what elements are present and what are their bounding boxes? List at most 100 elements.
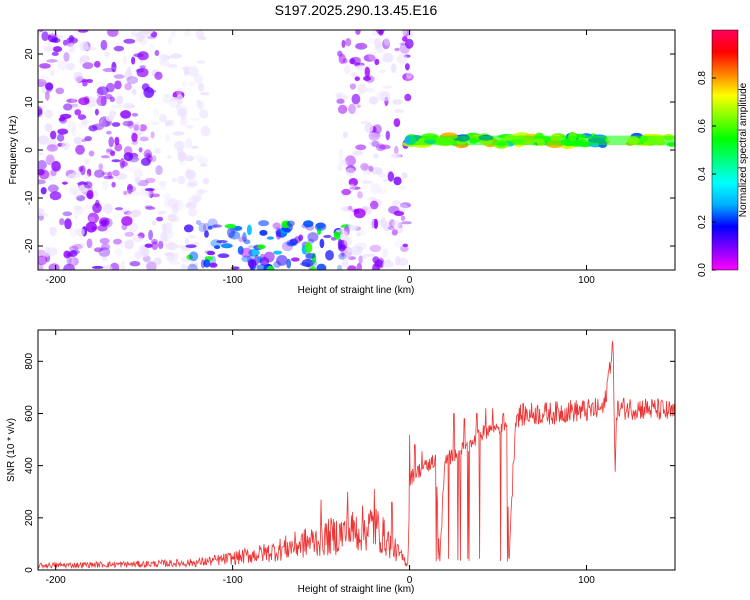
spectrogram-cell (73, 209, 79, 220)
spectrogram-cell (169, 216, 181, 223)
spectrogram-cell (49, 226, 57, 237)
spectrogram-cell (391, 229, 398, 236)
spectrogram-cell (126, 210, 139, 219)
spectrogram-cell (115, 173, 128, 180)
spectrogram-cell (338, 149, 344, 161)
spectrogram-cell (200, 125, 211, 137)
spectrogram-cell (178, 152, 187, 161)
spectrogram-cell (197, 254, 204, 259)
spectrogram-cell (258, 220, 270, 227)
spectrogram-cell (151, 220, 157, 226)
spectrogram-cell (276, 255, 288, 266)
spectrogram-cell (71, 125, 76, 137)
spectrogram-cell (104, 51, 110, 57)
spectrogram-cell (123, 38, 136, 44)
snr-ytick-label: 0 (24, 567, 35, 573)
spectrogram-cell (338, 252, 347, 260)
spectrogram-cell (338, 244, 346, 252)
spectrogram-cell (372, 256, 380, 264)
spectrogram-cell (396, 54, 408, 65)
colorbar-tick-label: 0.2 (697, 215, 708, 229)
spectrogram-cell (57, 143, 62, 147)
spectrogram-cell (195, 199, 200, 203)
spectrogram-cell (145, 206, 156, 210)
spectrogram-cell (73, 136, 83, 145)
spectrogram-cell (97, 224, 108, 232)
spectrogram-cell (166, 154, 172, 160)
spectrogram-cell (138, 36, 148, 45)
spectrogram-cell (84, 158, 90, 165)
spectrogram-cell (102, 203, 113, 214)
spectrogram-cell (199, 163, 207, 167)
spectrogram-cell (355, 144, 367, 151)
spectrogram-cell (59, 218, 65, 226)
spectrogram-cell (134, 251, 143, 260)
spectrogram-marks (38, 30, 675, 270)
spectrogram-cell (91, 265, 104, 269)
spectrogram-cell (393, 240, 406, 248)
spectrogram-cell (364, 122, 374, 133)
spectrogram-cell (133, 124, 141, 133)
spectrogram-cell (401, 221, 412, 225)
spectrogram-cell (108, 136, 114, 148)
spectrogram-cell (86, 238, 93, 249)
spectrogram-cell (368, 96, 379, 105)
spectrogram-cell (370, 200, 379, 210)
spectrogram-cell (237, 246, 244, 255)
spectrogram-cell (382, 248, 388, 258)
spectrogram-cell (100, 243, 111, 250)
spectrogram-cell (144, 188, 155, 192)
spectrogram-cell (378, 144, 391, 150)
spectrogram-cell (151, 121, 160, 126)
spectrogram-cell (397, 257, 409, 266)
spectrogram-cell (405, 63, 410, 71)
spectrogram-cell (316, 263, 327, 270)
spectrogram-cell (105, 149, 116, 154)
spectrogram-cell (107, 30, 119, 37)
spectrogram-cell (106, 148, 113, 152)
spectrogram-cell (187, 196, 200, 204)
spectrogram-cell (375, 168, 381, 175)
spectrogram-cell (114, 80, 122, 90)
spectrogram-cell (44, 109, 53, 119)
spectrogram-ylabel: Frequency (Hz) (8, 116, 19, 185)
spectrogram-cell (240, 247, 253, 258)
snr-xtick-label: -200 (46, 575, 66, 586)
spectrogram-cell (203, 222, 209, 233)
spectrogram-cell (61, 141, 70, 150)
spectrogram-cell (123, 152, 133, 162)
spectrogram-cell (160, 231, 168, 243)
spectrogram-cell (64, 218, 72, 230)
spectrogram-cell (154, 148, 161, 155)
figure-title: S197.2025.290.13.45.E16 (275, 2, 438, 18)
spectrogram-cell (341, 259, 349, 267)
snr-ylabel: SNR (10 * v/v) (6, 418, 17, 482)
spectrogram-cell (248, 248, 260, 257)
spectrogram-cell (127, 120, 134, 129)
spectrogram-cell (341, 39, 346, 48)
spectrogram-cell (55, 34, 64, 39)
spectrogram-cell (348, 183, 356, 192)
spectrogram-cell (38, 208, 45, 214)
spectrogram-cell (368, 130, 381, 141)
snr-xtick-label: 100 (578, 575, 595, 586)
spectrogram-cell (55, 87, 65, 95)
spectrogram-xlabel: Height of straight line (km) (298, 285, 415, 296)
spectrogram-cell (165, 133, 170, 143)
spectrogram-cell (203, 259, 211, 268)
spectrogram-cell (113, 238, 122, 245)
spectrogram-cell (110, 104, 123, 109)
spectrogram-cell (101, 256, 108, 262)
spectrogram-cell (266, 265, 275, 270)
spectrogram-cell (87, 212, 99, 224)
spectrogram-cell (130, 156, 142, 160)
spectrogram-cell (151, 241, 158, 251)
spectrogram-cell (299, 262, 311, 267)
snr-xtick-label: -100 (223, 575, 243, 586)
spectrogram-cell (88, 216, 95, 223)
spectrogram-cell (157, 210, 167, 215)
spectrogram-cell (82, 62, 94, 70)
spectrogram-cell (368, 50, 377, 61)
spectrogram-cell (184, 155, 195, 162)
